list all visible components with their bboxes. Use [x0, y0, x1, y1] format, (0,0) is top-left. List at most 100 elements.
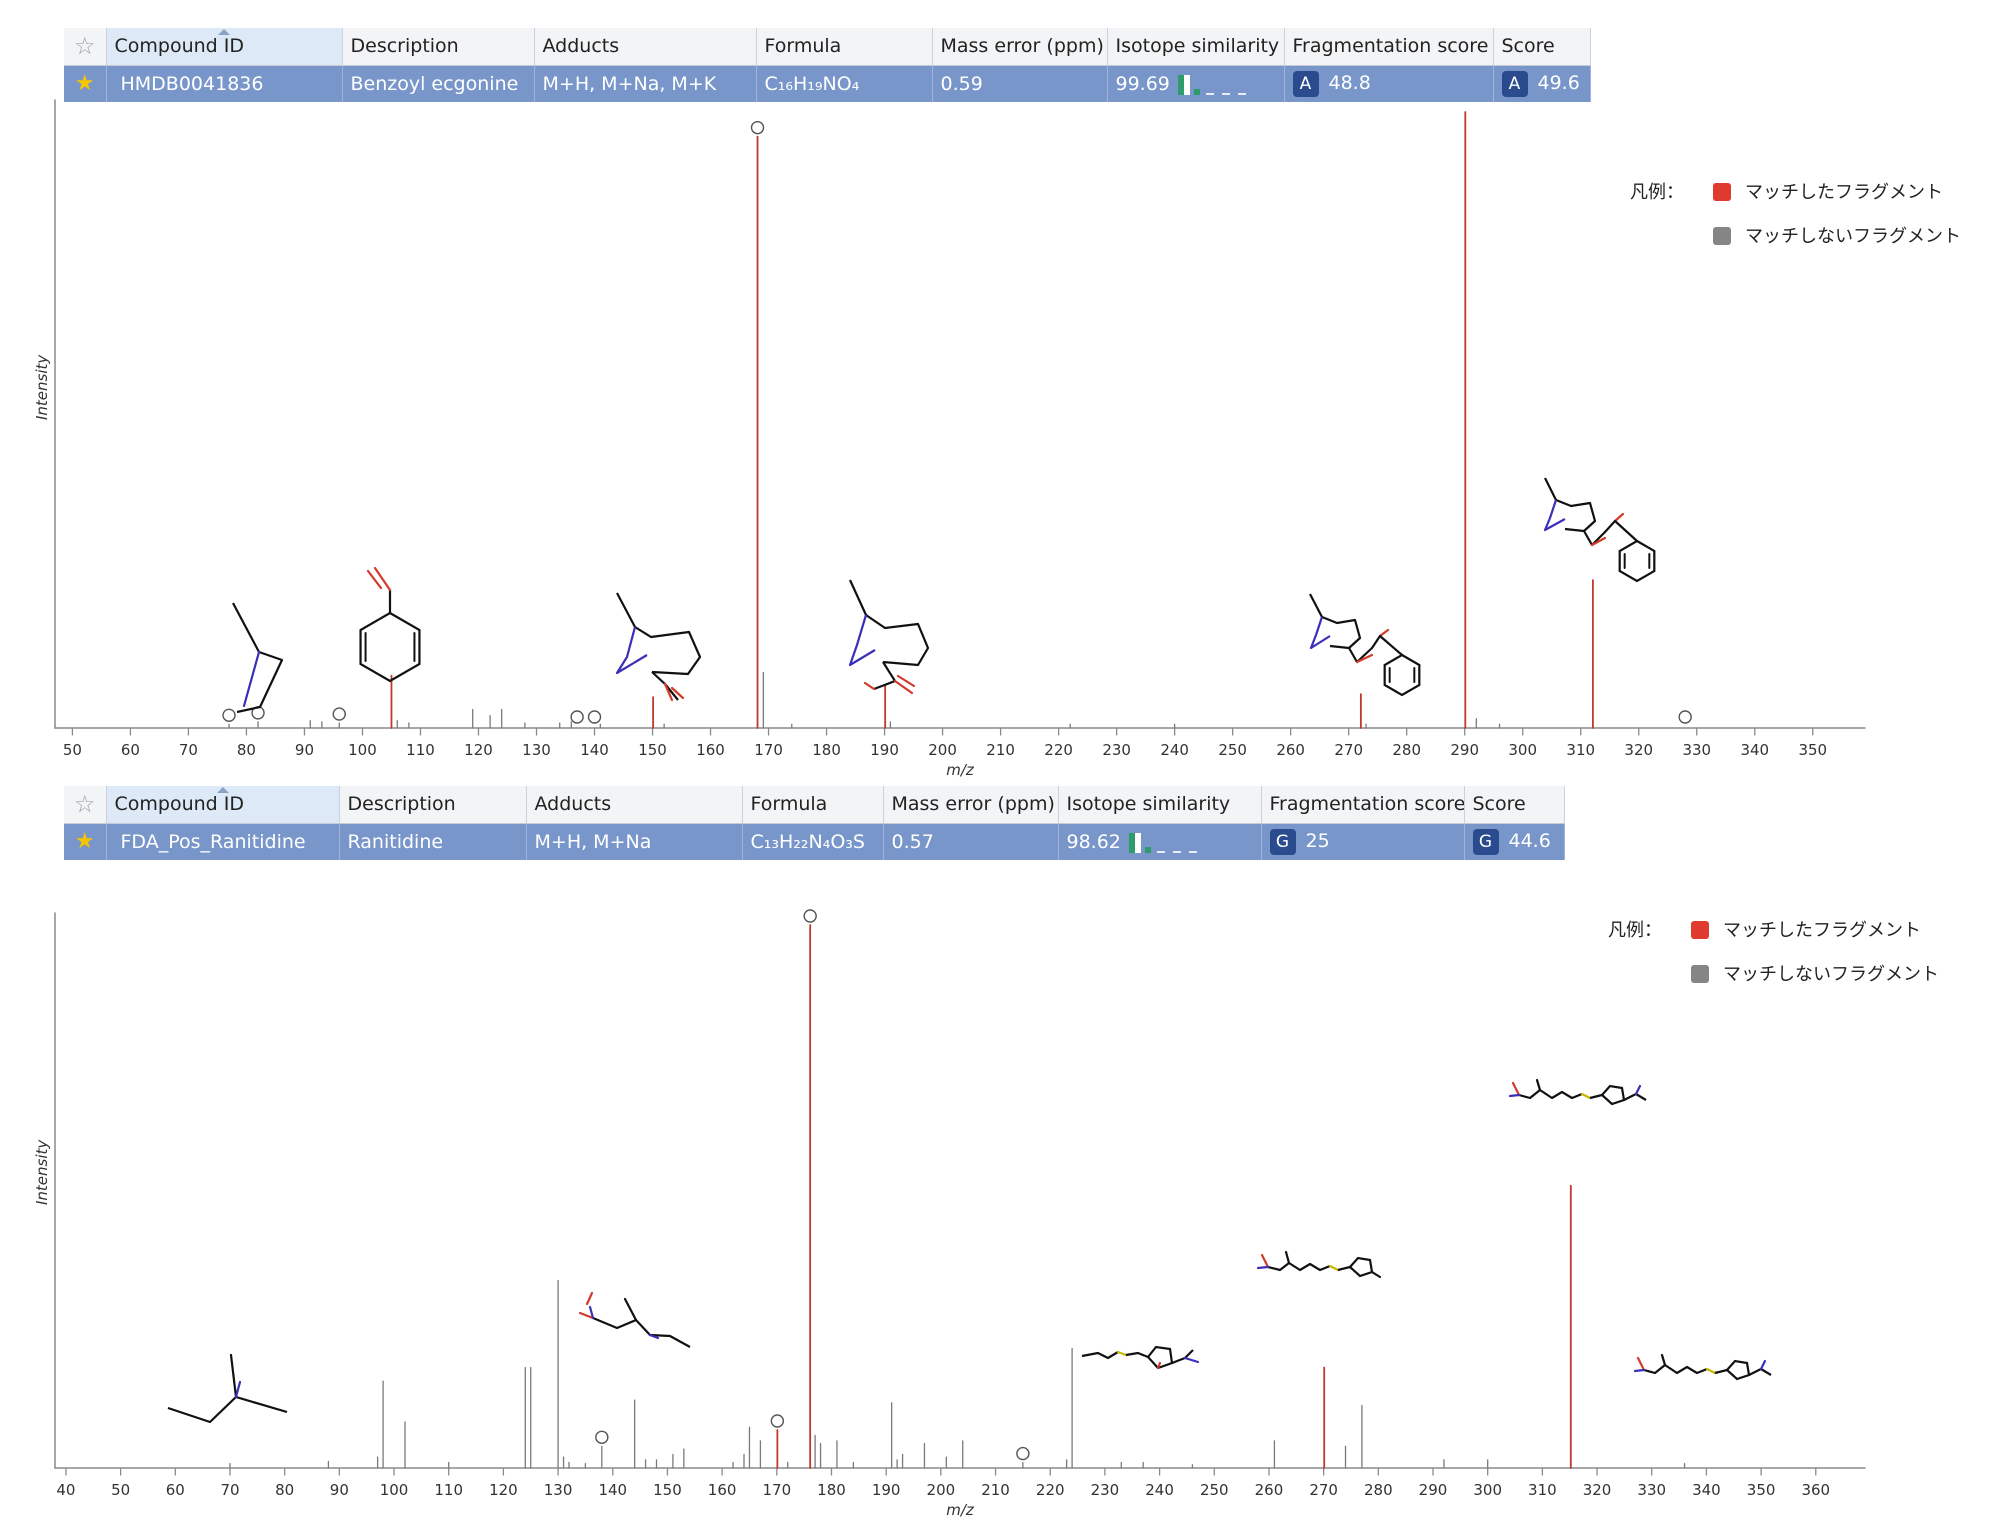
adducts-cell: M+H, M+Na, M+K	[534, 65, 757, 102]
column-header-adducts[interactable]: Adducts	[534, 28, 757, 66]
column-header-label: Isotope similarity	[1115, 35, 1280, 58]
column-header-compound-id[interactable]: Compound ID	[106, 28, 343, 66]
x-tick-label: 270	[1334, 741, 1363, 759]
bond	[648, 1333, 660, 1340]
result-panel-2: ☆ Compound ID Description Adducts Formul…	[0, 780, 2000, 1535]
x-tick-label: 250	[1200, 1481, 1229, 1499]
fragment-marker[interactable]	[595, 1430, 609, 1444]
bond	[1748, 1367, 1772, 1376]
fragment-marker[interactable]	[222, 708, 236, 723]
bond	[1613, 512, 1625, 523]
score-cell: A 49.6	[1493, 65, 1591, 102]
legend-label-matched: マッチしたフラグメント	[1723, 920, 1921, 941]
fragment-marker[interactable]	[770, 1414, 785, 1428]
column-header-mass-error[interactable]: Mass error (ppm)	[932, 28, 1108, 66]
favorite-cell[interactable]: ★	[64, 823, 107, 860]
table-row[interactable]: ★ FDA_Pos_Ranitidine Ranitidine M+H, M+N…	[64, 823, 1565, 860]
column-header-description[interactable]: Description	[342, 28, 535, 66]
furan-ring	[1725, 1359, 1751, 1381]
column-header-label: Compound ID	[114, 35, 245, 58]
compound-id-cell: FDA_Pos_Ranitidine	[106, 823, 340, 860]
x-tick-label: 140	[580, 741, 609, 759]
formula-cell: C₁₃H₂₂N₄O₃S	[742, 823, 884, 860]
bond	[592, 1316, 691, 1348]
column-header-score[interactable]: Score	[1493, 28, 1591, 66]
favorite-column-header[interactable]: ☆	[64, 28, 107, 66]
adducts-cell: M+H, M+Na	[526, 823, 743, 860]
fragment-marker[interactable]	[570, 710, 584, 724]
favorite-column-header[interactable]: ☆	[64, 786, 107, 824]
isotope-similarity-cell: 99.69	[1107, 65, 1285, 102]
x-tick-label: 330	[1682, 741, 1711, 759]
column-header-label: Formula	[750, 793, 828, 816]
bond	[1171, 1349, 1194, 1365]
x-tick-label: 310	[1566, 741, 1595, 759]
column-header-fragmentation-score[interactable]: Fragmentation score	[1284, 28, 1494, 66]
frag-score-value: 25	[1305, 829, 1330, 852]
x-tick-label: 300	[1473, 1481, 1502, 1499]
column-header-adducts[interactable]: Adducts	[526, 786, 743, 824]
fragment-structure	[232, 602, 284, 714]
favorite-cell[interactable]: ★	[64, 65, 107, 102]
bond	[1260, 1253, 1270, 1269]
fragment-structure	[1081, 1345, 1200, 1370]
fragment-marker[interactable]	[587, 710, 602, 724]
x-tick-label: 150	[638, 741, 667, 759]
column-header-isotope-similarity[interactable]: Isotope similarity	[1107, 28, 1285, 66]
bond	[1256, 1265, 1270, 1270]
bond	[616, 592, 702, 676]
column-header-fragmentation-score[interactable]: Fragmentation score	[1261, 786, 1465, 824]
column-header-score[interactable]: Score	[1464, 786, 1565, 824]
bond	[1284, 1250, 1291, 1265]
legend-label-unmatched: マッチしないフラグメント	[1723, 964, 1939, 985]
x-tick-label: 180	[812, 741, 841, 759]
x-tick-label: 60	[121, 741, 140, 759]
column-header-formula[interactable]: Formula	[756, 28, 933, 66]
bond	[232, 602, 284, 714]
x-tick-label: 170	[754, 741, 783, 759]
column-header-formula[interactable]: Formula	[742, 786, 884, 824]
column-header-description[interactable]: Description	[339, 786, 527, 824]
bond	[615, 626, 648, 675]
bond	[1081, 1351, 1119, 1360]
bond	[1603, 519, 1617, 534]
bond	[1183, 1356, 1200, 1364]
bond	[670, 686, 685, 700]
fragment-marker[interactable]	[750, 120, 765, 135]
legend-item-unmatched: マッチしないフラグメント	[1691, 960, 1939, 986]
x-tick-label: 90	[330, 1481, 349, 1499]
x-tick-label: 250	[1218, 741, 1247, 759]
fragmentation-score-cell: G 25	[1261, 823, 1465, 860]
table-row[interactable]: ★ HMDB0041836 Benzoyl ecgonine M+H, M+Na…	[64, 65, 1591, 102]
fragment-structure	[1256, 1250, 1382, 1279]
bond	[578, 1311, 595, 1320]
x-tick-label: 180	[817, 1481, 846, 1499]
column-header-label: Fragmentation score	[1269, 793, 1464, 816]
fragment-marker[interactable]	[1678, 710, 1692, 724]
x-tick-label: 220	[1036, 1481, 1065, 1499]
x-axis-label: m/z	[946, 1501, 975, 1519]
x-tick-label: 350	[1798, 741, 1827, 759]
column-header-isotope-similarity[interactable]: Isotope similarity	[1058, 786, 1262, 824]
fragment-marker[interactable]	[332, 707, 346, 721]
x-tick-label: 360	[1801, 1481, 1830, 1499]
fragment-marker[interactable]	[803, 909, 817, 923]
bond	[1535, 1078, 1542, 1092]
score-grade-badge: A	[1501, 70, 1528, 97]
x-tick-label: 70	[220, 1481, 239, 1499]
fragment-marker[interactable]	[1016, 1446, 1030, 1461]
column-header-mass-error[interactable]: Mass error (ppm)	[883, 786, 1059, 824]
star-filled-icon: ★	[74, 71, 95, 97]
bond	[1660, 1353, 1667, 1367]
bond	[1125, 1351, 1149, 1359]
bond	[1759, 1359, 1767, 1371]
bond	[1328, 1264, 1340, 1272]
legend-item-matched: マッチしたフラグメント	[1691, 916, 1921, 942]
bond	[1714, 1368, 1728, 1375]
bond	[1634, 1084, 1642, 1096]
column-header-compound-id[interactable]: Compound ID	[106, 786, 340, 824]
column-header-label: Adducts	[542, 35, 620, 58]
furan-ring	[1600, 1084, 1626, 1106]
x-tick-label: 190	[870, 741, 899, 759]
bond	[1643, 1363, 1708, 1375]
